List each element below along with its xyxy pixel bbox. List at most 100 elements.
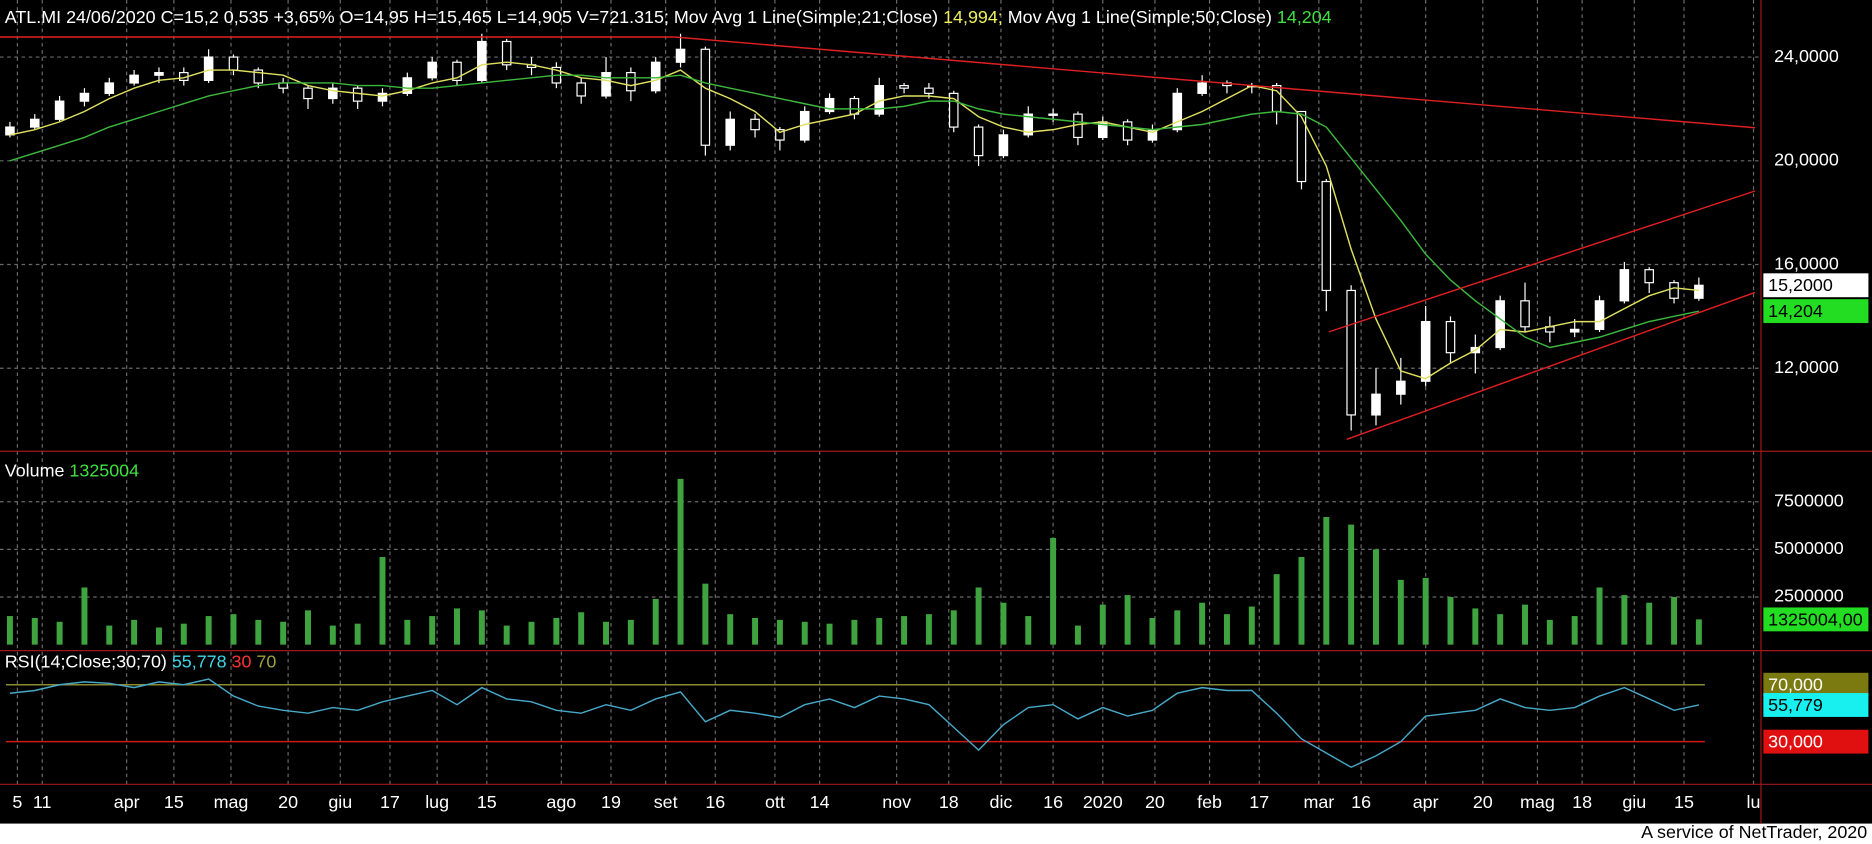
volume-bar [1174,610,1181,645]
x-tick-label: 15 [477,792,497,812]
volume-bar [205,616,212,645]
candle-body [1396,380,1406,395]
volume-bar [1273,574,1280,645]
volume-bar [1671,597,1678,645]
candle-body [899,84,909,89]
volume-bar [1596,587,1603,645]
volume-bar [1373,549,1379,645]
x-tick-label: 15 [1674,792,1694,812]
panel-title: Volume 1325004 [5,460,139,480]
candle-body [1694,284,1704,299]
price-tag-label: 30,000 [1768,732,1823,752]
candle-body [924,87,934,94]
volume-bar [1546,619,1553,645]
candle-body [824,97,835,113]
x-tick-label: apr [114,792,140,812]
volume-bar [81,587,88,645]
x-tick-label: nov [882,792,911,812]
volume-bar [702,583,709,645]
x-tick-label: 2020 [1083,792,1123,812]
volume-bar [1497,614,1504,645]
price-tag-label: 55,779 [1768,695,1823,715]
volume-bar [31,617,38,645]
title-part: ATL.MI 24/06/2020 C=15,2 0,535 +3,65% O=… [5,7,669,27]
candle-body [1197,82,1207,94]
plot-layer: 5 11 apr 15 mag 20 giu 17 lug 15 ago 19 set 16 ott 14 no… [0,0,1869,812]
x-tick-label: 17 [1249,792,1269,812]
y-tick-label: 2500000 [1774,586,1844,606]
candle-body [1048,113,1058,116]
candle-body [1371,393,1381,416]
candle-body [576,82,586,97]
volume-bar [354,623,361,645]
x-tick-label: lug [425,792,449,812]
volume-bar [1522,604,1528,645]
candle-body [303,87,313,100]
candle-body [1296,110,1307,183]
title-part: Mov Avg 1 Line(Simple;50;Close) [1003,7,1272,27]
price-tag [1763,729,1869,754]
volume-bar [925,614,932,645]
x-tick-label: 18 [939,792,959,812]
price-tag [1763,607,1869,632]
x-tick-label: lu [1747,792,1761,812]
volume-bar [776,619,783,645]
volume-bar [404,619,411,645]
x-tick-label: dic [990,792,1013,812]
volume-bar [1695,619,1702,645]
volume-bar [56,621,63,645]
volume-bar [379,556,386,645]
candle-body [998,134,1009,157]
title-part: 1325004 [64,460,139,480]
candle-body [650,61,661,92]
volume-bar [603,621,610,645]
candle-body [601,72,611,97]
x-tick-label: feb [1197,792,1222,812]
volume-bar [478,610,485,645]
panel-title: RSI(14;Close;30;70) 55,778 30 70 [5,651,277,671]
candle-body [452,61,462,81]
candle-body [477,40,487,81]
volume-bar [1050,537,1057,645]
volume-bar [1223,614,1230,645]
trend-line [674,36,1756,129]
candle-body [1619,269,1630,302]
candle-body [1594,300,1605,330]
x-tick-label: 14 [810,792,830,812]
volume-bar [1621,595,1628,645]
candle-body [626,72,636,92]
title-part: 55,778 [167,651,227,671]
volume-bar [801,621,808,645]
candle-body [402,77,413,94]
candle-body [1569,328,1580,333]
candle-body [427,61,437,79]
title-part: 70 [251,651,276,671]
candle-body [352,87,363,102]
x-tick-label: 18 [1572,792,1592,812]
title-part: RSI(14;Close;30;70) [5,651,167,671]
volume-bar [1422,577,1429,645]
price-tag-label: 15,2000 [1768,275,1833,295]
volume-bar [876,617,883,645]
volume-bar [752,617,759,645]
y-tick-label: 24,0000 [1774,46,1839,66]
candle-body [700,48,711,146]
volume-bar [1397,579,1404,645]
candle-body [1321,180,1332,292]
volume-bar [1149,617,1156,645]
volume-bar [329,625,336,645]
x-tick-label: mag [214,792,249,812]
candle-body [948,92,959,128]
y-tick-label: 20,0000 [1774,150,1839,170]
volume-bar [950,610,957,645]
x-tick-label: 19 [601,792,621,812]
volume-bar [454,608,460,645]
x-tick-label: giu [328,792,352,812]
volume-bar [1025,616,1032,645]
background [0,0,1872,824]
candle-body [775,129,785,141]
x-tick-label: set [654,792,678,812]
volume-bar [727,614,734,645]
price-tag-label: 70,000 [1768,675,1823,695]
